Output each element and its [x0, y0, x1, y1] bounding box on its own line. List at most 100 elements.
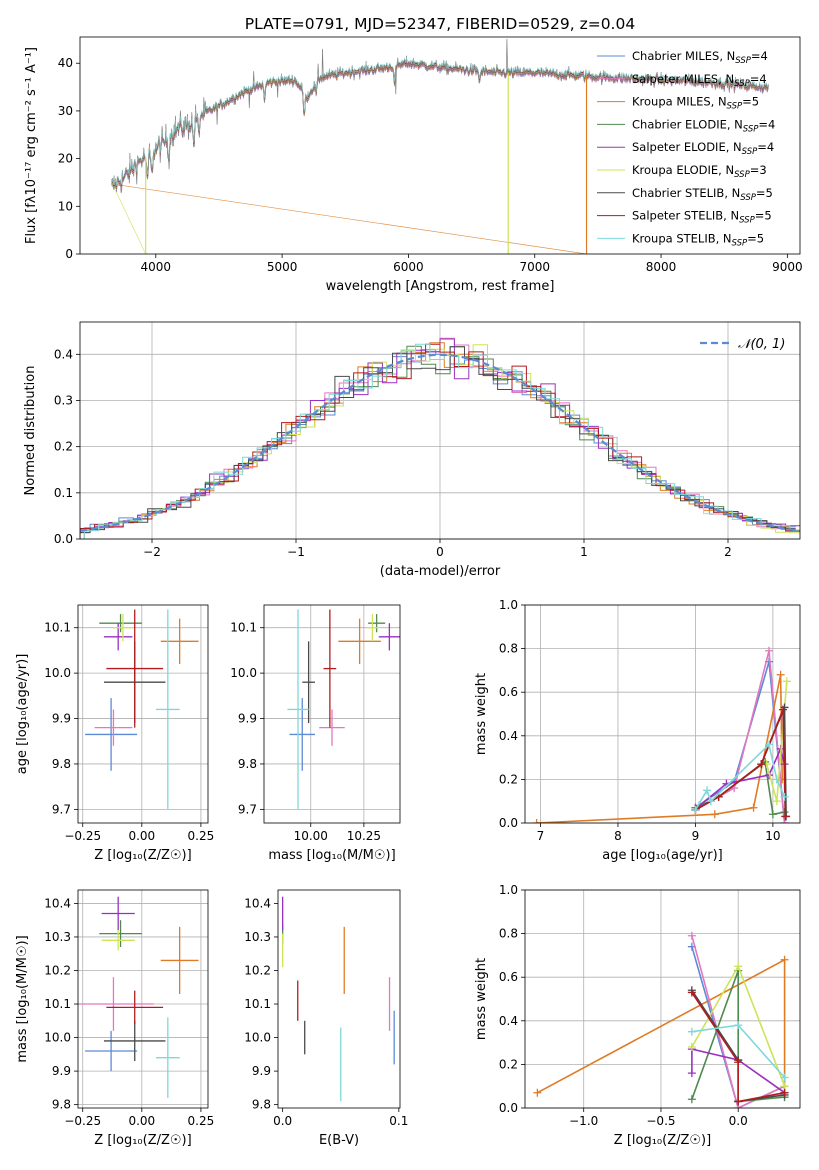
x-axis-label: mass [log₁₀(M/M☉)] — [268, 848, 395, 863]
plot-background — [78, 890, 208, 1108]
weight-marker-kroupa-stelib — [772, 775, 781, 784]
y-tick-label: 10.1 — [44, 621, 71, 635]
y-tick-label: 9.8 — [52, 1098, 71, 1112]
weight-marker-kroupa-miles — [533, 1088, 542, 1097]
errorbar-salpeter-elodie — [378, 623, 400, 651]
panel-age_vs_Z: −0.25 0.00 0.25 9.7 9.8 9.9 10.0 10.1 Z [log₁₀(Z… — [15, 604, 215, 863]
y-tick-label: 9.8 — [252, 1098, 271, 1112]
x-tick-label: 0.00 — [128, 829, 155, 843]
legend-label-text: Salpeter MILES, N — [632, 72, 734, 86]
x-axis-label: Z [log₁₀(Z/Z☉)] — [614, 1133, 711, 1148]
weight-marker-salpeter-stelib — [778, 705, 787, 714]
legend-label-text: Kroupa MILES, N — [632, 95, 727, 109]
legend-label-subscript: SSP — [740, 193, 756, 203]
y-tick-label: 0.3 — [54, 393, 73, 407]
y-tick-label: 10.2 — [44, 963, 71, 977]
legend-label-tail: =5 — [742, 95, 759, 109]
x-tick-label: 9000 — [772, 260, 803, 274]
errorbar-salpeter-miles — [319, 709, 345, 746]
legend-label-tail: =4 — [757, 140, 774, 154]
weight-marker-kroupa-miles — [532, 819, 541, 823]
y-tick-label: 0.4 — [499, 729, 518, 743]
x-tick-label: 0.25 — [188, 829, 215, 843]
errorbar-chabrier-miles — [85, 1030, 138, 1072]
plot-frame — [263, 604, 401, 824]
y-tick-label: 10 — [58, 199, 73, 213]
legend-label-text: Salpeter STELIB, N — [632, 209, 739, 223]
y-axis-label: mass [log₁₀(M/M☉)] — [15, 935, 30, 1062]
x-tick-label: 10 — [765, 829, 780, 843]
plot-area — [78, 896, 199, 1098]
y-tick-label: 9.9 — [238, 712, 257, 726]
plot-frame — [79, 36, 801, 255]
legend-label-subscript: SSP — [734, 79, 750, 89]
x-tick-label: 0.1 — [389, 1114, 408, 1128]
legend-label-tail: =4 — [751, 49, 768, 63]
legend-label-text: Chabrier STELIB, N — [632, 186, 740, 200]
legend-label-salpeter-miles: Salpeter MILES, NSSP=4 — [632, 72, 767, 89]
y-tick-label: 0.6 — [499, 685, 518, 699]
plot-area — [281, 896, 395, 1102]
legend-label-text: Chabrier MILES, N — [632, 49, 735, 63]
weight-marker-salpeter-stelib — [780, 1088, 789, 1097]
x-axis-label: (data-model)/error — [380, 564, 501, 579]
weight-series-kroupa-stelib — [691, 740, 789, 814]
weight-marker-salpeter-stelib — [781, 812, 790, 821]
errorbar-kroupa-miles — [160, 618, 199, 665]
weight-line-salpeter-elodie — [691, 1048, 786, 1094]
y-tick-label: 40 — [58, 56, 73, 70]
weight-line-salpeter-miles — [691, 935, 785, 1108]
weight-line-kroupa-stelib — [694, 742, 786, 811]
weight-marker-kroupa-elodie — [782, 677, 791, 686]
x-tick-label: 8 — [614, 829, 622, 843]
weight-marker-chabrier-elodie — [687, 1095, 696, 1104]
legend-label-subscript: SSP — [742, 147, 758, 157]
legend-label-subscript: SSP — [727, 102, 743, 112]
y-tick-label: 10.0 — [44, 1031, 71, 1045]
errorbar-kroupa-stelib — [156, 609, 180, 810]
x-tick-label: −1.0 — [569, 1114, 598, 1128]
legend-label-tail: =3 — [750, 163, 767, 177]
legend-label-tail: =4 — [758, 117, 775, 131]
weight-marker-kroupa-stelib — [734, 1021, 743, 1030]
legend-label-kroupa-miles: Kroupa MILES, NSSP=5 — [632, 95, 759, 112]
legend-label-kroupa-elodie: Kroupa ELODIE, NSSP=3 — [632, 163, 767, 180]
y-tick-label: 0.1 — [54, 486, 73, 500]
x-tick-label: 2 — [724, 545, 732, 559]
x-tick-label: 0.25 — [188, 1114, 215, 1128]
plot-background — [525, 605, 800, 823]
legend-label-subscript: SSP — [732, 238, 748, 248]
x-tick-label: 9 — [692, 829, 700, 843]
x-tick-label: 10.25 — [347, 829, 381, 843]
y-tick-label: 0.4 — [499, 1014, 518, 1028]
errorbar-kroupa-stelib — [287, 609, 309, 810]
x-tick-label: 7000 — [519, 260, 550, 274]
x-axis-label: Z [log₁₀(Z/Z☉)] — [94, 848, 191, 863]
errorbar-kroupa-miles — [160, 926, 199, 994]
legend-label-tail: =5 — [747, 231, 764, 245]
plot-frame — [524, 889, 801, 1109]
legend-label-subscript: SSP — [743, 124, 759, 134]
x-tick-label: −0.25 — [64, 829, 101, 843]
y-axis-label: Normed distribution — [23, 366, 38, 496]
y-tick-label: 0.0 — [499, 1101, 518, 1115]
x-tick-label: 0.0 — [273, 1114, 292, 1128]
panel-residuals: −2 −1 0 1 2 0.0 0.1 0.2 0.3 0.4 (data-model)/error… — [23, 321, 801, 579]
panel-mass_vs_EBV: 0.0 0.1 9.8 9.9 10.0 10.1 10.2 10.3 10.4 E(B-V) — [244, 889, 408, 1148]
errorbar-kroupa-elodie — [113, 614, 133, 642]
plot-frame — [77, 889, 209, 1109]
y-tick-label: 0.0 — [54, 532, 73, 546]
weight-marker-chabrier-elodie — [768, 810, 777, 819]
weight-marker-salpeter-miles — [765, 646, 774, 655]
panel-mass_vs_Z: −0.25 0.00 0.25 9.8 9.9 10.0 10.1 10.2 10.3 10.4 Z… — [15, 889, 215, 1148]
weight-marker-kroupa-stelib — [706, 797, 715, 806]
weight-marker-salpeter-stelib — [734, 1097, 743, 1106]
weight-marker-kroupa-elodie — [687, 1042, 696, 1051]
weight-marker-kroupa-elodie — [734, 962, 743, 971]
plot-area — [287, 609, 400, 810]
y-tick-label: 10.0 — [244, 1031, 271, 1045]
legend-label-tail: =4 — [750, 72, 767, 86]
y-tick-label: 10.2 — [244, 963, 271, 977]
x-axis-label: wavelength [Angstrom, rest frame] — [326, 279, 555, 294]
errorbar-kroupa-elodie — [101, 930, 135, 951]
